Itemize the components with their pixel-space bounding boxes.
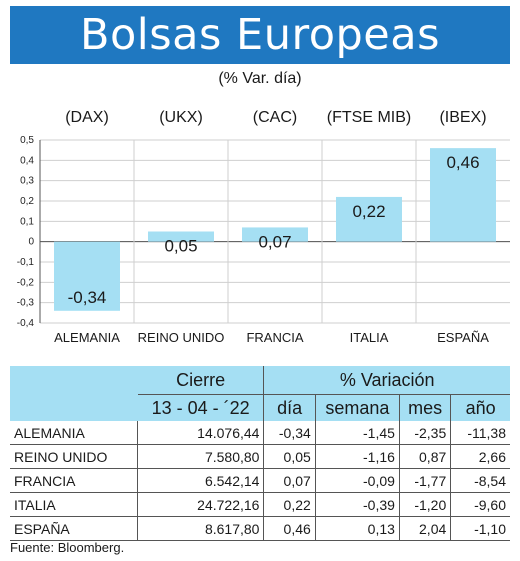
- table-row: ITALIA 24.722,16 0,22 -0,39 -1,20 -9,60: [10, 492, 510, 517]
- country-cell: ESPAÑA: [10, 516, 138, 541]
- bar: [54, 241, 120, 311]
- col-header-week: semana: [314, 394, 400, 421]
- category-label: ESPAÑA: [437, 330, 489, 345]
- quotes-table: Cierre % Variación 13 - 04 - ´22 día sem…: [10, 366, 510, 541]
- value-cell: 0,22: [263, 492, 316, 517]
- value-cell: 8.617,80: [137, 516, 264, 541]
- table-group-header-row: Cierre % Variación: [10, 366, 510, 395]
- data-label: 0,05: [164, 237, 197, 256]
- close-group-header: Cierre: [137, 366, 264, 395]
- value-cell: -8,54: [450, 468, 510, 493]
- chart-title: Bolsas Europeas: [79, 10, 441, 60]
- category-label: ITALIA: [350, 330, 389, 345]
- table-row: FRANCIA 6.542,14 0,07 -0,09 -1,77 -8,54: [10, 468, 510, 493]
- value-cell: 2,66: [450, 444, 510, 469]
- blank-header-cell: [10, 394, 138, 421]
- y-tick-label: 0,3: [20, 176, 34, 187]
- table-row: ALEMANIA 14.076,44 -0,34 -1,45 -2,35 -11,38: [10, 421, 510, 445]
- variation-group-header: % Variación: [263, 366, 510, 395]
- y-tick-label: -0,3: [17, 298, 35, 309]
- value-cell: -0,09: [314, 468, 400, 493]
- index-label: (CAC): [253, 109, 297, 126]
- data-label: -0,34: [68, 288, 107, 307]
- index-label: (IBEX): [439, 109, 486, 126]
- data-label: 0,07: [258, 232, 291, 251]
- country-cell: ALEMANIA: [10, 421, 138, 445]
- value-cell: 0,07: [263, 468, 316, 493]
- y-tick-label: 0,1: [20, 216, 34, 227]
- bar: [430, 148, 496, 242]
- data-label: 0,46: [446, 153, 479, 172]
- value-cell: 0,87: [398, 444, 451, 469]
- table-row: REINO UNIDO 7.580,80 0,05 -1,16 0,87 2,66: [10, 444, 510, 469]
- source-note: Fuente: Bloomberg.: [10, 540, 125, 555]
- value-cell: 6.542,14: [137, 468, 264, 493]
- value-cell: 0,05: [263, 444, 316, 469]
- value-cell: 24.722,16: [137, 492, 264, 517]
- y-tick-label: 0: [28, 237, 34, 248]
- country-cell: REINO UNIDO: [10, 444, 138, 469]
- value-cell: -1,20: [398, 492, 451, 517]
- value-cell: 2,04: [398, 516, 451, 541]
- category-label: FRANCIA: [246, 330, 303, 345]
- table-column-header-row: 13 - 04 - ´22 día semana mes año: [10, 394, 510, 421]
- chart-title-banner: Bolsas Europeas: [10, 6, 510, 64]
- close-date-header: 13 - 04 - ´22: [137, 394, 264, 421]
- col-header-day: día: [263, 394, 316, 421]
- bar-chart: 0,5 0,4 0,3 0,2 0,1 0 -0,1 -0,2 -0,3 -0,4 -0,34 (DA…: [17, 109, 510, 345]
- bar: [242, 227, 308, 242]
- value-cell: 7.580,80: [137, 444, 264, 469]
- index-label: (FTSE MIB): [327, 109, 411, 126]
- value-cell: 14.076,44: [137, 421, 264, 445]
- value-cell: 0,13: [314, 516, 400, 541]
- col-header-month: mes: [398, 394, 451, 421]
- y-tick-label: -0,1: [17, 257, 35, 268]
- y-tick-label: 0,5: [20, 135, 34, 146]
- value-cell: -1,45: [314, 421, 400, 445]
- y-tick-label: 0,4: [20, 155, 34, 166]
- index-label: (DAX): [65, 109, 109, 126]
- table-row: ESPAÑA 8.617,80 0,46 0,13 2,04 -1,10: [10, 516, 510, 541]
- value-cell: -0,39: [314, 492, 400, 517]
- category-label: ALEMANIA: [54, 330, 120, 345]
- y-tick-label: -0,4: [17, 318, 35, 329]
- col-header-year: año: [450, 394, 510, 421]
- value-cell: -1,16: [314, 444, 400, 469]
- value-cell: -9,60: [450, 492, 510, 517]
- blank-header-cell: [10, 366, 138, 395]
- value-cell: -2,35: [398, 421, 451, 445]
- category-label: REINO UNIDO: [138, 330, 225, 345]
- country-cell: ITALIA: [10, 492, 138, 517]
- bar: [148, 231, 214, 242]
- data-label: 0,22: [352, 202, 385, 221]
- value-cell: 0,46: [263, 516, 316, 541]
- country-cell: FRANCIA: [10, 468, 138, 493]
- value-cell: -11,38: [450, 421, 510, 445]
- value-cell: -1,77: [398, 468, 451, 493]
- chart-subtitle: (% Var. día): [218, 70, 302, 87]
- bar: [336, 196, 402, 242]
- value-cell: -0,34: [263, 421, 316, 445]
- value-cell: -1,10: [450, 516, 510, 541]
- y-tick-label: 0,2: [20, 196, 34, 207]
- y-tick-label: -0,2: [17, 277, 35, 288]
- index-label: (UKX): [159, 109, 203, 126]
